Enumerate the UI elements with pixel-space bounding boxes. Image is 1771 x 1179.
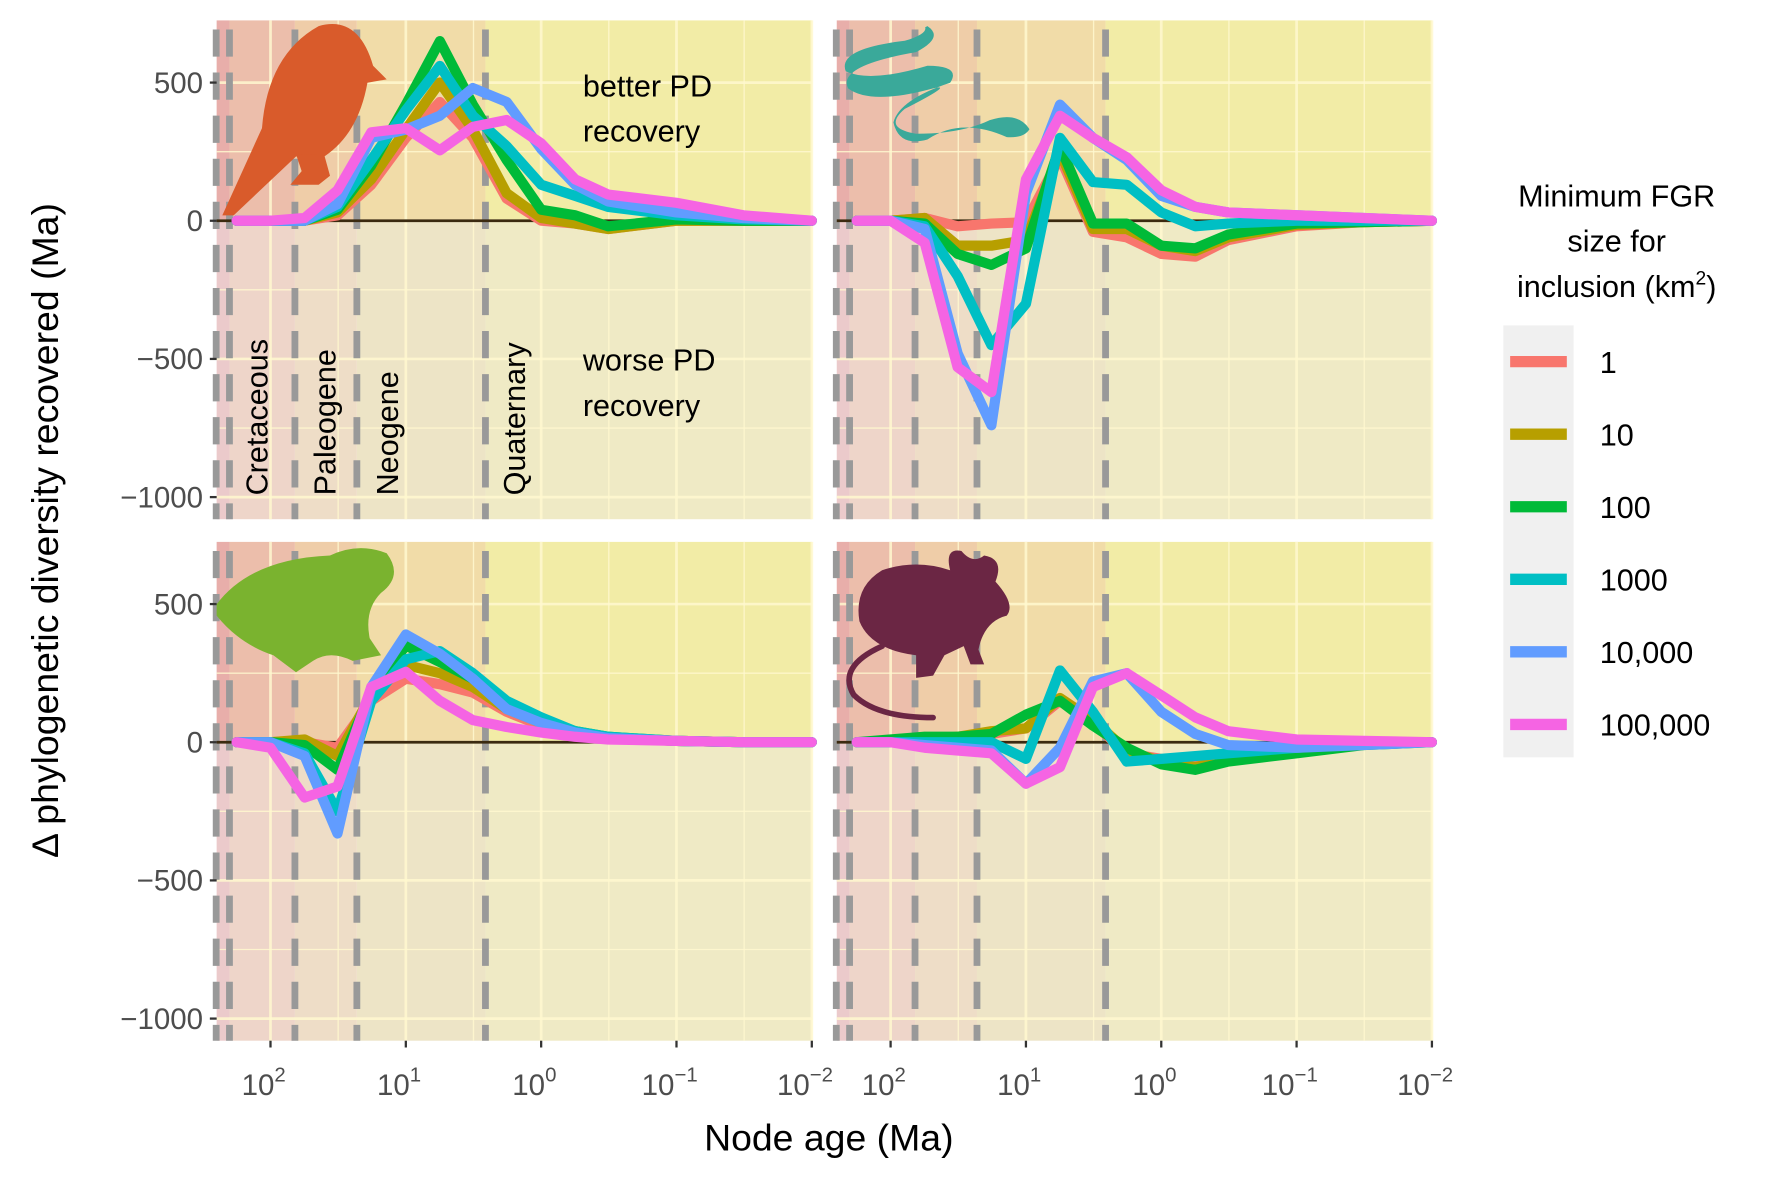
- period-band-lower: [356, 220, 486, 520]
- y-tick-label: −1000: [120, 481, 203, 514]
- better-recovery-annotation: recovery: [583, 115, 701, 149]
- period-band-upper: [1105, 541, 1432, 743]
- bird-icon: [222, 24, 387, 216]
- x-tick-label: 10−2: [777, 1065, 833, 1103]
- worse-recovery-annotation: worse PD: [582, 344, 716, 378]
- legend-label: 100: [1600, 491, 1651, 525]
- x-tick-label: 100: [1132, 1065, 1176, 1103]
- y-tick-label: −500: [137, 343, 203, 376]
- panel-bottom-right: [832, 541, 1438, 1041]
- period-label: Paleogene: [309, 349, 343, 495]
- x-tick-label: 101: [997, 1065, 1041, 1103]
- x-tick-label: 102: [242, 1065, 286, 1103]
- y-axis-title: Δ phylogenetic diversity recovered (Ma): [24, 203, 66, 858]
- legend-label: 1000: [1600, 564, 1668, 598]
- legend-label: 10,000: [1600, 636, 1694, 670]
- period-band-lower: [229, 742, 295, 1041]
- period-band-lower: [976, 742, 1106, 1041]
- period-band-lower: [294, 220, 357, 520]
- legend-title-line-1: Minimum FGR: [1518, 179, 1715, 213]
- legend-item: 10: [1510, 419, 1634, 453]
- x-tick-label: 10−1: [642, 1065, 698, 1103]
- x-tick-label: 100: [512, 1065, 556, 1103]
- series-line-100: [851, 695, 1438, 775]
- panel-top-left: Cretaceous Paleogene Neogene Quaternary bett…: [212, 20, 817, 520]
- better-recovery-annotation: better PD: [583, 69, 712, 103]
- legend-item: 100: [1510, 491, 1651, 525]
- legend-item: 1000: [1510, 564, 1668, 598]
- period-band-lower: [849, 220, 916, 520]
- x-tick-label: 10−2: [1397, 1065, 1453, 1103]
- x-axis-title: Node age (Ma): [704, 1117, 954, 1159]
- y-tick-label: 500: [154, 67, 203, 100]
- legend-title-line-3: inclusion (km2): [1517, 269, 1716, 304]
- y-tick-label: 500: [154, 588, 203, 621]
- legend-label: 100,000: [1600, 709, 1711, 743]
- y-tick-label: 0: [187, 726, 203, 759]
- snake-icon: [844, 26, 1030, 142]
- period-label: Cretaceous: [241, 339, 275, 495]
- period-label: Quaternary: [498, 342, 532, 496]
- period-label: Neogene: [371, 371, 405, 495]
- period-band-lower: [1105, 742, 1432, 1041]
- period-band-lower: [485, 742, 812, 1041]
- period-band-upper: [915, 20, 977, 221]
- y-tick-label: −500: [137, 865, 203, 898]
- period-band-lower: [1105, 220, 1432, 520]
- legend-label: 1: [1600, 346, 1617, 380]
- legend-item: 100,000: [1510, 709, 1710, 743]
- period-band-lower: [229, 220, 295, 520]
- legend-title-line-2: size for: [1567, 225, 1666, 259]
- y-tick-label: 0: [187, 205, 203, 238]
- period-band-lower: [915, 742, 977, 1041]
- series-line-100000: [851, 668, 1438, 789]
- panel-bottom-left: [212, 541, 817, 1041]
- series-line-100000: [231, 114, 817, 226]
- x-tick-label: 10−1: [1262, 1065, 1318, 1103]
- x-tick-label: 101: [377, 1065, 421, 1103]
- legend-label: 10: [1600, 419, 1634, 453]
- legend-item: 1: [1510, 346, 1617, 380]
- panel-top-right: [832, 20, 1438, 520]
- x-tick-label: 102: [862, 1065, 906, 1103]
- legend-key-background: [1503, 325, 1574, 758]
- y-tick-label: −1000: [120, 1003, 203, 1036]
- series-line-100000: [851, 110, 1438, 398]
- frog-icon: [216, 548, 394, 673]
- worse-recovery-annotation: recovery: [583, 389, 701, 423]
- mouse-icon: [846, 550, 1010, 721]
- legend-item: 10,000: [1510, 636, 1693, 670]
- series-line-100000: [231, 666, 817, 803]
- legend: Minimum FGR size for inclusion (km2) 1 10…: [1503, 179, 1716, 758]
- period-band-lower: [356, 742, 486, 1041]
- period-band-lower: [849, 742, 916, 1041]
- series-line-1000: [851, 132, 1438, 351]
